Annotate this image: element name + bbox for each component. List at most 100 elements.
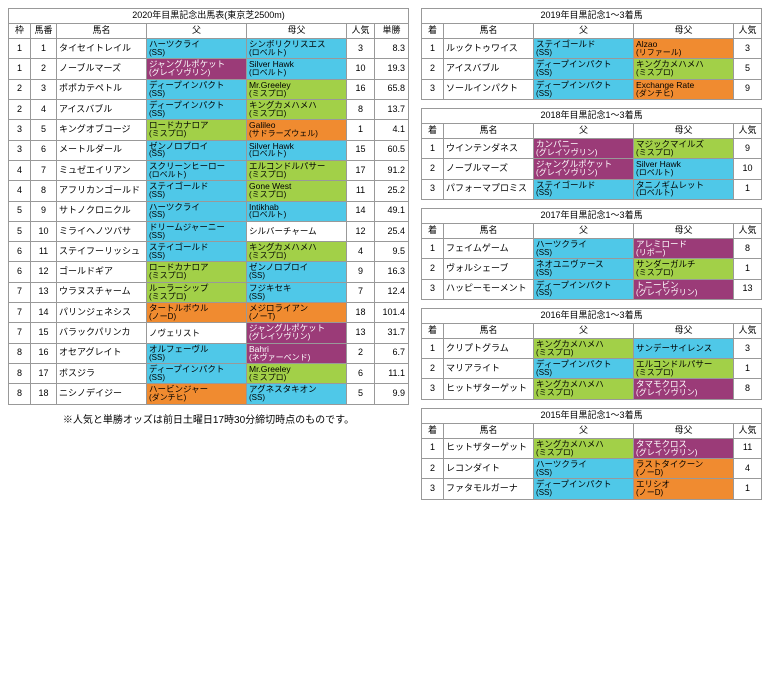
table-row: 48アフリカンゴールドステイゴールド(SS)Gone West(ミスプロ)112… xyxy=(9,181,409,201)
waku-cell: 2 xyxy=(9,99,31,119)
odds-cell: 8.3 xyxy=(375,39,409,59)
sire-cell: ステイゴールド(SS) xyxy=(147,242,247,262)
horse-name-cell: レコンダイト xyxy=(444,459,534,479)
sire-cell: ハーツクライ(SS) xyxy=(534,238,634,258)
place-cell: 3 xyxy=(422,179,444,199)
umaban-cell: 16 xyxy=(31,343,57,363)
pop-cell: 11 xyxy=(734,438,762,458)
year-block: 2015年目黒記念1～3着馬着馬名父母父人気1ヒットザターゲットキングカメハメハ… xyxy=(421,408,762,500)
place-cell: 1 xyxy=(422,138,444,158)
sire-cell: サンダーガルチ(ミスプロ) xyxy=(634,259,734,279)
umaban-cell: 5 xyxy=(31,120,57,140)
horse-name-cell: バラックパリンカ xyxy=(57,323,147,343)
sire-cell: ハーツクライ(SS) xyxy=(147,39,247,59)
umaban-cell: 4 xyxy=(31,99,57,119)
col-header: 馬名 xyxy=(444,223,534,238)
table-row: 713ウラヌスチャームルーラーシップ(ミスプロ)フジキセキ(SS)712.4 xyxy=(9,282,409,302)
pop-cell: 4 xyxy=(347,242,375,262)
sire-cell: ディープインパクト(SS) xyxy=(534,79,634,99)
pop-cell: 7 xyxy=(347,282,375,302)
horse-name-cell: ノーブルマーズ xyxy=(57,59,147,79)
waku-cell: 1 xyxy=(9,39,31,59)
sire-cell: エルコンドルパサー(ミスプロ) xyxy=(247,160,347,180)
col-header: 単勝 xyxy=(375,24,409,39)
waku-cell: 8 xyxy=(9,364,31,384)
sire-cell: ステイゴールド(SS) xyxy=(534,179,634,199)
odds-cell: 91.2 xyxy=(375,160,409,180)
col-header: 母父 xyxy=(247,24,347,39)
horse-name-cell: ニシノデイジー xyxy=(57,384,147,404)
col-header: 父 xyxy=(534,323,634,338)
sire-cell: Intikhab(ロベルト) xyxy=(247,201,347,221)
table-row: 818ニシノデイジーハービンジャー(ダンチヒ)アグネスタキオン(SS)59.9 xyxy=(9,384,409,404)
sire-cell: ジャングルポケット(グレイソヴリン) xyxy=(247,323,347,343)
pop-cell: 13 xyxy=(734,279,762,299)
col-header: 母父 xyxy=(634,223,734,238)
table-row: 59サトノクロニクルハーツクライ(SS)Intikhab(ロベルト)1449.1 xyxy=(9,201,409,221)
col-header: 着 xyxy=(422,24,444,39)
horse-name-cell: ステイフーリッシュ xyxy=(57,242,147,262)
table-row: 1ルックトゥワイスステイゴールド(SS)Alzao(リファール)3 xyxy=(422,39,762,59)
col-header: 母父 xyxy=(634,323,734,338)
table-row: 3ヒットザターゲットキングカメハメハ(ミスプロ)タマモクロス(グレイソヴリン)8 xyxy=(422,379,762,399)
col-header: 父 xyxy=(147,24,247,39)
umaban-cell: 7 xyxy=(31,160,57,180)
waku-cell: 6 xyxy=(9,262,31,282)
main-header-row: 枠馬番馬名父母父人気単勝 xyxy=(9,24,409,39)
main-title: 2020年目黒記念出馬表(東京芝2500m) xyxy=(9,9,409,24)
horse-name-cell: キングオブコージ xyxy=(57,120,147,140)
pop-cell: 1 xyxy=(347,120,375,140)
horse-name-cell: サトノクロニクル xyxy=(57,201,147,221)
col-header: 人気 xyxy=(347,24,375,39)
place-cell: 2 xyxy=(422,59,444,79)
umaban-cell: 10 xyxy=(31,221,57,241)
pop-cell: 8 xyxy=(734,238,762,258)
horse-name-cell: ミュゼエイリアン xyxy=(57,160,147,180)
sire-cell: キングカメハメハ(ミスプロ) xyxy=(247,99,347,119)
horse-name-cell: ヒットザターゲット xyxy=(444,379,534,399)
horse-name-cell: ウラヌスチャーム xyxy=(57,282,147,302)
horse-name-cell: ポポカテペトル xyxy=(57,79,147,99)
horse-name-cell: ファタモルガーナ xyxy=(444,479,534,499)
col-header: 馬名 xyxy=(444,24,534,39)
table-row: 36メートルダールゼンノロブロイ(SS)Silver Hawk(ロベルト)156… xyxy=(9,140,409,160)
table-row: 2アイスバブルディープインパクト(SS)キングカメハメハ(ミスプロ)5 xyxy=(422,59,762,79)
place-cell: 2 xyxy=(422,259,444,279)
table-row: 611ステイフーリッシュステイゴールド(SS)キングカメハメハ(ミスプロ)49.… xyxy=(9,242,409,262)
pop-cell: 3 xyxy=(734,338,762,358)
table-row: 612ゴールドギアロードカナロア(ミスプロ)ゼンノロブロイ(SS)916.3 xyxy=(9,262,409,282)
sire-cell: ノヴェリスト xyxy=(147,323,247,343)
table-row: 24アイスバブルディープインパクト(SS)キングカメハメハ(ミスプロ)813.7 xyxy=(9,99,409,119)
table-row: 35キングオブコージロードカナロア(ミスプロ)Galileo(サドラーズウェル)… xyxy=(9,120,409,140)
col-header: 母父 xyxy=(634,123,734,138)
horse-name-cell: ルックトゥワイス xyxy=(444,39,534,59)
odds-cell: 13.7 xyxy=(375,99,409,119)
waku-cell: 7 xyxy=(9,303,31,323)
year-block: 2019年目黒記念1～3着馬着馬名父母父人気1ルックトゥワイスステイゴールド(S… xyxy=(421,8,762,100)
table-row: 714パリンジェネシスタートルボウル(ノーD)メジロライアン(ノーT)18101… xyxy=(9,303,409,323)
place-cell: 3 xyxy=(422,279,444,299)
waku-cell: 1 xyxy=(9,59,31,79)
year-title: 2017年目黒記念1～3着馬 xyxy=(422,208,762,223)
pop-cell: 1 xyxy=(734,479,762,499)
waku-cell: 5 xyxy=(9,201,31,221)
sire-cell: Silver Hawk(ロベルト) xyxy=(634,159,734,179)
horse-name-cell: ボスジラ xyxy=(57,364,147,384)
col-header: 着 xyxy=(422,423,444,438)
odds-cell: 12.4 xyxy=(375,282,409,302)
table-row: 3ファタモルガーナディープインパクト(SS)エリシオ(ノーD)1 xyxy=(422,479,762,499)
pop-cell: 17 xyxy=(347,160,375,180)
waku-cell: 3 xyxy=(9,120,31,140)
sire-cell: Exchange Rate(ダンチヒ) xyxy=(634,79,734,99)
table-row: 715バラックパリンカノヴェリストジャングルポケット(グレイソヴリン)1331.… xyxy=(9,323,409,343)
umaban-cell: 1 xyxy=(31,39,57,59)
pop-cell: 6 xyxy=(347,364,375,384)
waku-cell: 8 xyxy=(9,384,31,404)
sire-cell: Galileo(サドラーズウェル) xyxy=(247,120,347,140)
sire-cell: ディープインパクト(SS) xyxy=(147,364,247,384)
past-table: 2019年目黒記念1～3着馬着馬名父母父人気1ルックトゥワイスステイゴールド(S… xyxy=(421,8,762,100)
waku-cell: 4 xyxy=(9,160,31,180)
pop-cell: 4 xyxy=(734,459,762,479)
sire-cell: ディープインパクト(SS) xyxy=(534,279,634,299)
main-table-section: 2020年目黒記念出馬表(東京芝2500m) 枠馬番馬名父母父人気単勝 11タイ… xyxy=(8,8,409,508)
